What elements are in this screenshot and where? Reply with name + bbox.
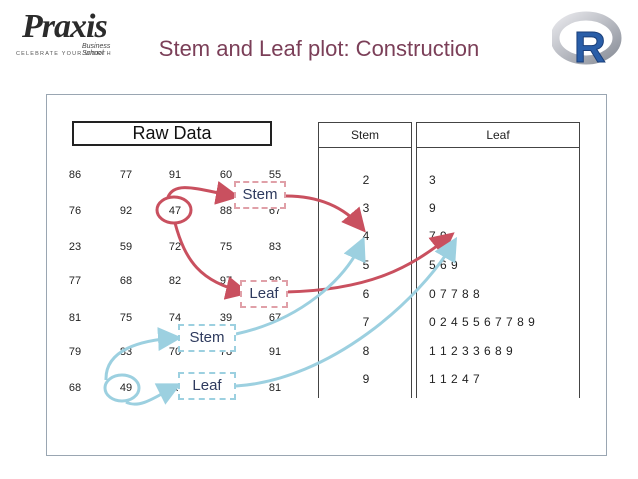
praxis-logo: Praxis Business School CELEBRATE YOUR WO… — [8, 6, 128, 57]
raw-data-cell: 77 — [68, 275, 82, 287]
red-arrow-leaf — [173, 222, 250, 300]
stem-value: 8 — [362, 344, 370, 358]
leaf-label-red: Leaf — [240, 280, 288, 308]
raw-data-cell: 39 — [219, 312, 233, 324]
blue-arrow-stem — [104, 327, 182, 381]
blue-arrow-leaf — [125, 383, 182, 406]
leaf-values: 9 — [429, 201, 437, 215]
raw-data-cell: 74 — [168, 312, 182, 324]
leaf-values: 1 1 2 4 7 — [429, 372, 481, 386]
raw-data-cell: 91 — [168, 169, 182, 181]
stem-value: 4 — [362, 229, 370, 243]
raw-data-cell: 77 — [119, 169, 133, 181]
raw-data-cell: 23 — [68, 241, 82, 253]
raw-data-cell: 76 — [68, 205, 82, 217]
raw-data-cell: 88 — [219, 205, 233, 217]
leaf-values: 1 1 2 3 3 6 8 9 — [429, 344, 514, 358]
r-logo-letter: R — [574, 23, 606, 70]
red-arrow-leaf-to-7 — [285, 232, 455, 294]
stem-value: 6 — [362, 287, 370, 301]
stem-label-red: Stem — [234, 181, 286, 209]
highlight-circle-47 — [155, 195, 193, 225]
raw-data-cell: 47 — [168, 205, 182, 217]
r-logo-icon: R — [552, 11, 622, 70]
raw-data-cell: 75 — [119, 312, 133, 324]
red-arrow-stem-to-4 — [285, 194, 366, 233]
raw-data-cell: 75 — [219, 241, 233, 253]
raw-data-cell: 49 — [119, 382, 133, 394]
stem-label-blue: Stem — [178, 324, 236, 352]
slide-title: Stem and Leaf plot: Construction — [158, 36, 480, 61]
red-arrow-stem — [166, 181, 240, 205]
leaf-header: Leaf — [416, 122, 580, 148]
raw-data-cell: 68 — [119, 275, 133, 287]
raw-data-cell: 86 — [68, 169, 82, 181]
raw-data-cell: 81 — [268, 382, 282, 394]
stem-value: 9 — [362, 372, 370, 386]
content-frame — [46, 94, 607, 456]
stem-value: 2 — [362, 173, 370, 187]
leaf-column — [416, 148, 580, 398]
raw-data-cell: 79 — [68, 346, 82, 358]
raw-data-cell: 60 — [219, 169, 233, 181]
leaf-values: 0 7 7 8 8 — [429, 287, 481, 301]
raw-data-title: Raw Data — [72, 121, 272, 146]
raw-data-cell: 72 — [168, 241, 182, 253]
blue-arrow-leaf-to-9 — [235, 236, 458, 388]
raw-data-cell: 83 — [268, 241, 282, 253]
raw-data-cell: 55 — [268, 169, 282, 181]
logo-subtitle: Business School — [82, 43, 111, 57]
logo-word: Praxis — [22, 8, 108, 45]
raw-data-cell: 92 — [119, 205, 133, 217]
stem-value: 5 — [362, 258, 370, 272]
raw-data-cell: 68 — [68, 382, 82, 394]
leaf-values: 0 2 4 5 5 6 7 7 8 9 — [429, 315, 536, 329]
stem-value: 7 — [362, 315, 370, 329]
logo-tagline: CELEBRATE YOUR WORTH — [16, 51, 112, 57]
raw-data-cell: 91 — [268, 346, 282, 358]
blue-arrow-stem-to-4 — [235, 236, 366, 336]
highlight-circle-49 — [103, 373, 141, 403]
stem-header: Stem — [318, 122, 412, 148]
raw-data-cell: 59 — [119, 241, 133, 253]
leaf-values: 3 — [429, 173, 437, 187]
leaf-label-blue: Leaf — [178, 372, 236, 400]
raw-data-cell: 81 — [68, 312, 82, 324]
stem-column — [318, 148, 412, 398]
raw-data-cell: 82 — [168, 275, 182, 287]
stem-value: 3 — [362, 201, 370, 215]
